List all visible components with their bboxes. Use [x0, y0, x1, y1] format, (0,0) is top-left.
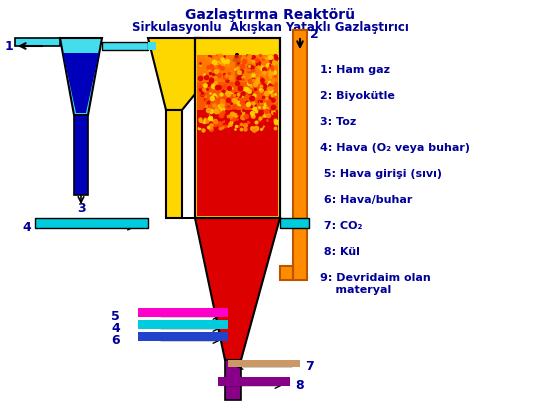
Text: 8: 8: [295, 379, 304, 392]
Bar: [102, 42, 148, 50]
Text: 4: Hava (O₂ veya buhar): 4: Hava (O₂ veya buhar): [320, 143, 470, 153]
Text: 9: Devridaim olan
    materyal: 9: Devridaim olan materyal: [320, 273, 431, 295]
Text: 7: CO₂: 7: CO₂: [320, 221, 362, 231]
Text: 6: Hava/buhar: 6: Hava/buhar: [320, 195, 412, 205]
Text: 3: Toz: 3: Toz: [320, 117, 356, 127]
Polygon shape: [63, 53, 99, 113]
Bar: [280, 266, 293, 280]
Bar: [197, 55, 278, 110]
Text: 5: Hava girişi (sıvı): 5: Hava girişi (sıvı): [320, 169, 442, 179]
Bar: [148, 42, 156, 50]
Text: 1: 1: [5, 40, 14, 52]
Text: 9: 9: [245, 63, 254, 76]
Polygon shape: [195, 218, 280, 360]
Polygon shape: [148, 38, 200, 110]
Text: 7: 7: [305, 360, 313, 373]
Bar: [15, 38, 60, 46]
Bar: [138, 320, 228, 329]
Bar: [195, 38, 200, 50]
Bar: [293, 30, 307, 280]
Bar: [280, 218, 309, 228]
Text: 6: 6: [111, 334, 120, 347]
Bar: [138, 332, 228, 341]
Text: 4: 4: [111, 322, 120, 335]
Bar: [225, 360, 241, 400]
Text: Gazlaştırma Reaktörü: Gazlaştırma Reaktörü: [185, 8, 355, 22]
Text: 5: 5: [111, 310, 120, 323]
Bar: [74, 115, 88, 195]
Text: 2: Biyokütle: 2: Biyokütle: [320, 91, 395, 101]
Bar: [35, 218, 148, 228]
Bar: [228, 360, 300, 367]
Bar: [197, 82, 278, 216]
Text: 4: 4: [22, 220, 31, 234]
Text: 2: 2: [310, 28, 319, 41]
Bar: [166, 110, 182, 218]
Bar: [195, 38, 280, 218]
Bar: [195, 38, 280, 218]
Polygon shape: [60, 38, 102, 115]
Text: 8: Kül: 8: Kül: [320, 247, 360, 257]
Text: 1: Ham gaz: 1: Ham gaz: [320, 65, 390, 75]
Bar: [218, 377, 290, 386]
Text: 3: 3: [76, 202, 85, 215]
Text: Sirkulasyonlu  Akışkan Yataklı Gazlaştırıcı: Sirkulasyonlu Akışkan Yataklı Gazlaştırı…: [131, 21, 409, 34]
Bar: [138, 308, 228, 317]
